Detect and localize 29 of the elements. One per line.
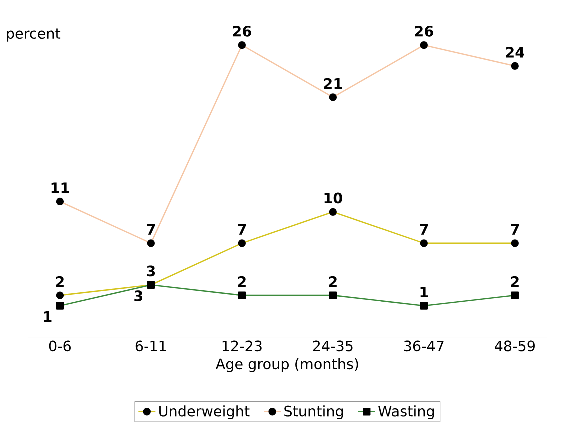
data-label: 21 xyxy=(324,78,342,90)
data-label: 7 xyxy=(147,224,156,235)
data-label: 24 xyxy=(506,47,524,58)
legend-label: Wasting xyxy=(378,406,434,420)
legend-label: Stunting xyxy=(284,406,344,420)
data-label: 7 xyxy=(420,224,428,235)
x-tick-label: 0-6 xyxy=(49,340,71,352)
data-label: 10 xyxy=(324,192,342,204)
y-axis-title: percent xyxy=(7,28,61,42)
data-label: 11 xyxy=(52,182,70,194)
x-tick-label: 24-35 xyxy=(313,340,353,352)
data-label: 26 xyxy=(415,26,434,37)
data-label: 7 xyxy=(238,224,246,235)
data-label: 2 xyxy=(56,276,64,288)
data-label: 3 xyxy=(147,266,156,277)
data-label: 1 xyxy=(420,287,428,298)
data-label: 3 xyxy=(134,290,143,302)
data-label: 2 xyxy=(511,276,519,288)
data-label: 1 xyxy=(44,312,52,322)
data-label: 2 xyxy=(329,276,337,288)
x-tick-label: 48-59 xyxy=(495,340,535,352)
legend-label: Underweight xyxy=(160,406,250,420)
data-label: 26 xyxy=(233,26,252,37)
x-tick-label: 36-47 xyxy=(404,340,444,352)
x-axis-title: Age group (months) xyxy=(216,358,358,372)
data-label: 7 xyxy=(511,224,520,235)
x-tick-label: 12-23 xyxy=(222,340,262,352)
x-tick-label: 6-11 xyxy=(136,340,166,352)
data-label: 2 xyxy=(238,276,246,288)
